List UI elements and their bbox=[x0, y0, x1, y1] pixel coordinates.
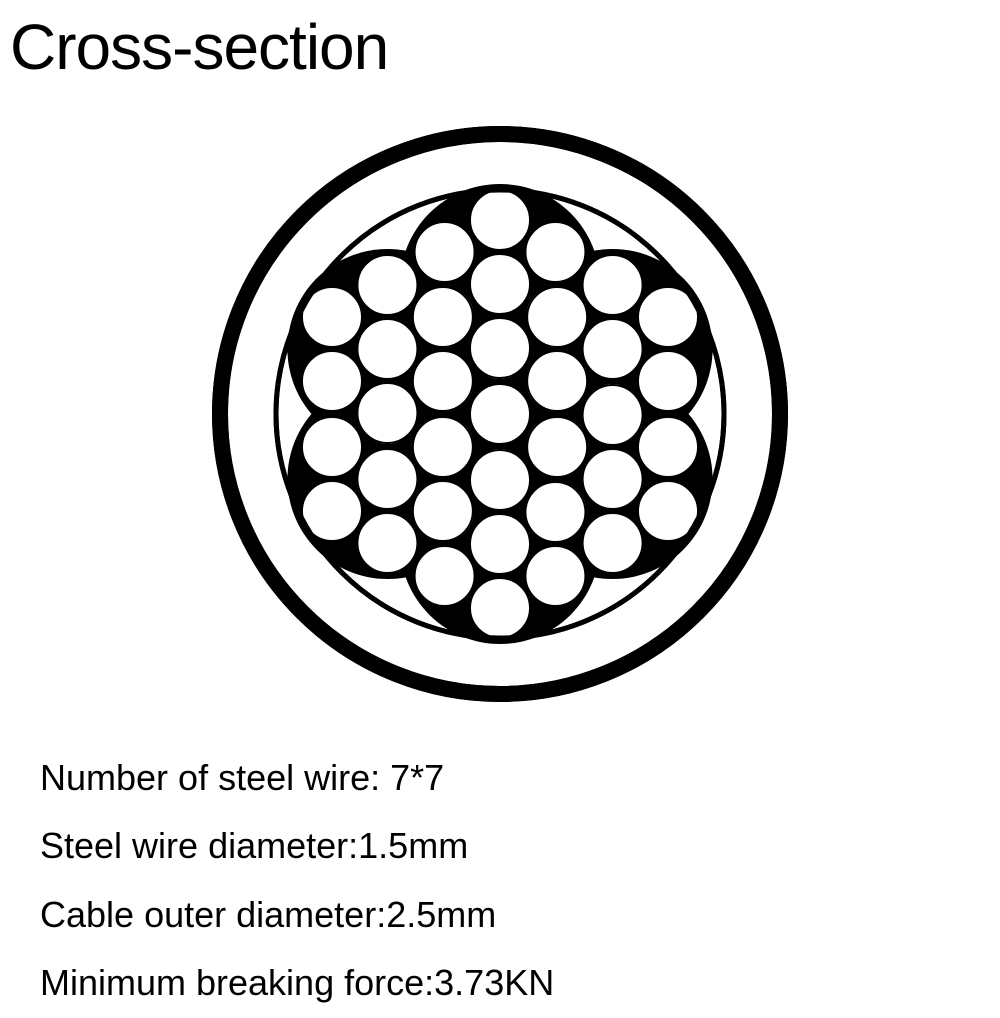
spec-label: Number of steel wire bbox=[40, 757, 370, 798]
spec-wire-diameter: Steel wire diameter:1.5mm bbox=[40, 812, 1000, 880]
spec-label: Minimum breaking force bbox=[40, 962, 424, 1003]
spec-sep: : bbox=[370, 757, 390, 798]
cross-section-svg bbox=[200, 114, 800, 714]
spec-value: 2.5mm bbox=[386, 894, 496, 935]
spec-breaking-force: Minimum breaking force:3.73KN bbox=[40, 949, 1000, 1017]
spec-label: Steel wire diameter bbox=[40, 825, 348, 866]
spec-value: 3.73KN bbox=[434, 962, 554, 1003]
spec-sep: : bbox=[376, 894, 386, 935]
spec-label: Cable outer diameter bbox=[40, 894, 376, 935]
cross-section-diagram bbox=[0, 114, 1000, 714]
spec-sep: : bbox=[424, 962, 434, 1003]
spec-value: 7*7 bbox=[390, 757, 444, 798]
spec-cable-diameter: Cable outer diameter:2.5mm bbox=[40, 881, 1000, 949]
spec-list: Number of steel wire: 7*7 Steel wire dia… bbox=[0, 714, 1000, 1018]
spec-value: 1.5mm bbox=[358, 825, 468, 866]
spec-sep: : bbox=[348, 825, 358, 866]
page-title: Cross-section bbox=[0, 0, 1000, 84]
spec-wire-count: Number of steel wire: 7*7 bbox=[40, 744, 1000, 812]
